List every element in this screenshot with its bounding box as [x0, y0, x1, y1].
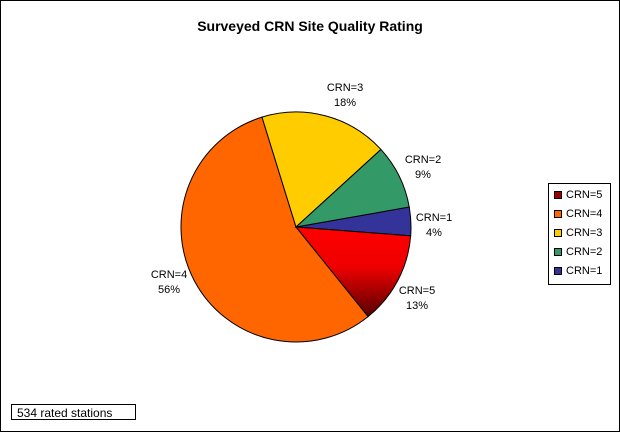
pie-slice-crn3 — [261, 111, 382, 228]
legend-swatch-crn1 — [554, 267, 562, 275]
legend-label-crn1: CRN=1 — [566, 265, 603, 277]
station-count-note: 534 rated stations — [11, 404, 136, 420]
slice-label-crn4-name: CRN=4 — [150, 269, 188, 281]
legend-label-crn5: CRN=5 — [566, 189, 603, 201]
legend-swatch-crn2 — [554, 248, 562, 256]
slice-label-crn4: CRN=4 56% — [139, 268, 199, 298]
slice-label-crn1-percent: 4% — [426, 227, 442, 239]
legend: CRN=5 CRN=4 CRN=3 CRN=2 CRN=1 — [548, 183, 611, 285]
slice-label-crn4-percent: 56% — [157, 284, 181, 296]
pie-slice-crn5 — [294, 226, 412, 318]
slice-label-crn2-name: CRN=2 — [404, 154, 442, 166]
chart-title: Surveyed CRN Site Quality Rating — [197, 18, 423, 34]
slice-label-crn5-percent: 13% — [405, 300, 429, 312]
legend-label-crn3: CRN=3 — [566, 227, 603, 239]
slice-label-crn5: CRN=5 13% — [387, 284, 447, 314]
legend-label-crn4: CRN=4 — [566, 208, 603, 220]
pie-slice-crn2 — [294, 148, 410, 228]
slice-label-crn2-percent: 9% — [415, 169, 431, 181]
legend-label-crn2: CRN=2 — [566, 246, 603, 258]
slice-label-crn3-percent: 18% — [333, 97, 357, 109]
slice-label-crn1-name: CRN=1 — [415, 212, 453, 224]
pie-slice-crn4 — [180, 116, 369, 343]
slice-label-crn3-name: CRN=3 — [326, 82, 364, 94]
legend-swatch-crn3 — [554, 229, 562, 237]
legend-swatch-crn5 — [554, 191, 562, 199]
slice-label-crn5-name: CRN=5 — [398, 285, 436, 297]
legend-swatch-crn4 — [554, 210, 562, 218]
slice-label-crn1: CRN=1 4% — [404, 211, 464, 241]
slice-label-crn2: CRN=2 9% — [393, 153, 453, 183]
slice-label-crn3: CRN=3 18% — [315, 81, 375, 111]
